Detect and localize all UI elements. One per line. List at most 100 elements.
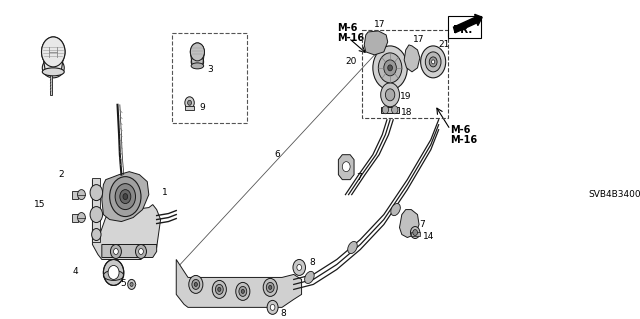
Text: 19: 19 [399,92,411,101]
Text: M-6: M-6 [337,23,357,33]
Circle shape [218,287,221,291]
Text: 18: 18 [401,108,413,117]
Circle shape [90,185,102,201]
Circle shape [429,57,437,67]
Polygon shape [339,155,354,180]
Circle shape [385,89,395,101]
Circle shape [297,264,301,271]
Circle shape [136,244,147,258]
Polygon shape [404,45,420,72]
Text: M-16: M-16 [451,135,477,145]
Text: 20: 20 [346,57,357,66]
Polygon shape [190,52,204,63]
Circle shape [270,304,275,310]
Polygon shape [72,213,78,222]
Text: 8: 8 [280,309,286,318]
Circle shape [267,300,278,314]
Circle shape [190,43,204,61]
FancyArrow shape [454,14,482,33]
Ellipse shape [42,58,64,78]
Text: 4: 4 [73,267,78,276]
Text: 15: 15 [34,200,45,209]
Circle shape [109,177,141,217]
Circle shape [212,280,227,298]
Circle shape [269,286,272,289]
Circle shape [77,189,85,200]
Circle shape [392,106,398,114]
Circle shape [263,278,277,296]
Circle shape [42,37,65,67]
Circle shape [384,60,396,76]
Circle shape [127,279,136,289]
Polygon shape [185,106,195,110]
Polygon shape [412,232,420,235]
Polygon shape [92,180,161,259]
Circle shape [378,53,402,83]
Ellipse shape [191,56,204,68]
Text: 7: 7 [419,220,425,229]
Circle shape [139,249,143,255]
Polygon shape [50,75,52,95]
Bar [448,16,481,38]
Circle shape [92,228,101,241]
Ellipse shape [391,204,401,216]
Ellipse shape [191,63,204,69]
Circle shape [426,52,441,72]
Circle shape [120,189,131,204]
Polygon shape [364,31,388,55]
Text: 5: 5 [120,279,125,288]
Circle shape [381,83,399,107]
Circle shape [241,289,244,293]
Text: M-16: M-16 [337,33,364,43]
Bar [172,33,247,123]
Circle shape [266,282,274,293]
Circle shape [342,162,350,172]
Circle shape [104,259,124,286]
Text: FR.: FR. [452,25,472,35]
Polygon shape [176,259,301,308]
Circle shape [90,207,102,223]
Circle shape [195,282,197,286]
Circle shape [239,286,247,296]
Circle shape [192,279,200,289]
Circle shape [388,65,392,71]
Text: 14: 14 [423,232,435,241]
Circle shape [420,46,445,78]
Ellipse shape [104,271,124,280]
Text: 1: 1 [162,188,168,197]
Circle shape [293,259,305,275]
Circle shape [382,106,388,114]
Text: 17: 17 [374,20,385,29]
Text: 8: 8 [309,258,315,267]
Polygon shape [92,178,100,241]
Polygon shape [102,244,157,257]
Circle shape [115,184,136,210]
Circle shape [111,244,122,258]
Circle shape [188,100,191,105]
Polygon shape [381,107,399,113]
Ellipse shape [348,241,357,254]
Circle shape [108,265,119,279]
Text: 9: 9 [199,103,205,112]
Circle shape [413,230,417,235]
Circle shape [373,46,407,90]
Text: 7: 7 [356,173,362,182]
Circle shape [236,282,250,300]
Text: 6: 6 [274,150,280,159]
Polygon shape [42,52,64,68]
Text: 3: 3 [207,65,213,74]
Circle shape [42,37,65,67]
Circle shape [113,249,118,255]
Ellipse shape [305,271,314,284]
Circle shape [123,194,127,200]
Polygon shape [72,191,78,199]
Circle shape [190,43,204,61]
Polygon shape [399,210,419,238]
Bar [362,30,448,118]
Circle shape [189,275,203,293]
Text: M-6: M-6 [451,125,471,135]
Text: SVB4B3400: SVB4B3400 [589,190,640,199]
Text: 2: 2 [59,170,64,179]
Text: 17: 17 [413,35,424,44]
Circle shape [216,285,223,294]
